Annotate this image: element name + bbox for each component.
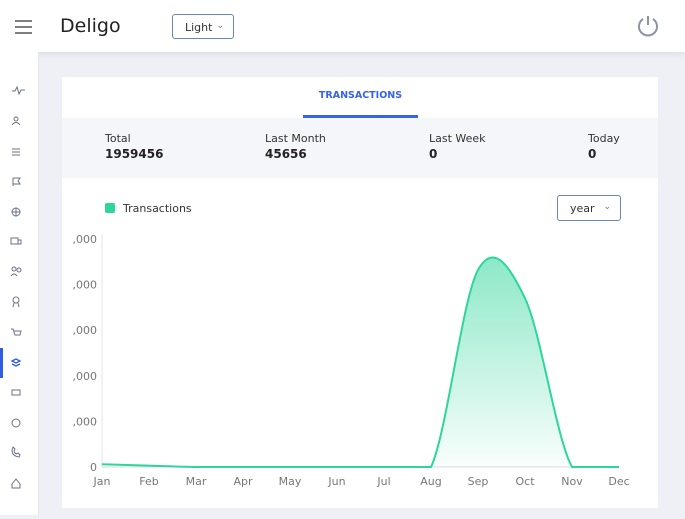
period-select[interactable]: year ⌄ <box>557 195 621 221</box>
stat: Today 0 <box>588 132 620 161</box>
stat-value: 0 <box>588 147 597 161</box>
active-indicator <box>0 348 3 378</box>
stat-value: 1959456 <box>105 147 164 161</box>
tab[interactable]: TRANSACTIONS <box>303 77 418 118</box>
stat: Total 1959456 <box>105 132 163 161</box>
brand: Deligo <box>60 15 121 37</box>
theme-label: Light <box>185 21 213 34</box>
sidebar-icons <box>0 85 25 489</box>
stat: Last Month 45656 <box>265 132 326 161</box>
stat-value: 45656 <box>265 147 307 161</box>
sidebar <box>0 52 39 515</box>
stat-value: 0 <box>429 147 438 161</box>
stat-label: Last Month <box>265 132 326 145</box>
stats-band <box>62 118 658 178</box>
theme-select[interactable]: Light ⌄ <box>172 14 234 39</box>
power-button[interactable] <box>636 14 660 38</box>
stat-label: Today <box>588 132 620 145</box>
period-label: year <box>570 202 595 215</box>
stat-label: Last Week <box>429 132 486 145</box>
stat-label: Total <box>105 132 131 145</box>
menu-button[interactable] <box>14 20 34 34</box>
header: Deligo Light ⌄ <box>0 0 685 52</box>
transactions-card: TRANSACTIONS Total 1959456 Last Month 4565… <box>62 77 658 508</box>
stat: Last Week 0 <box>429 132 486 161</box>
